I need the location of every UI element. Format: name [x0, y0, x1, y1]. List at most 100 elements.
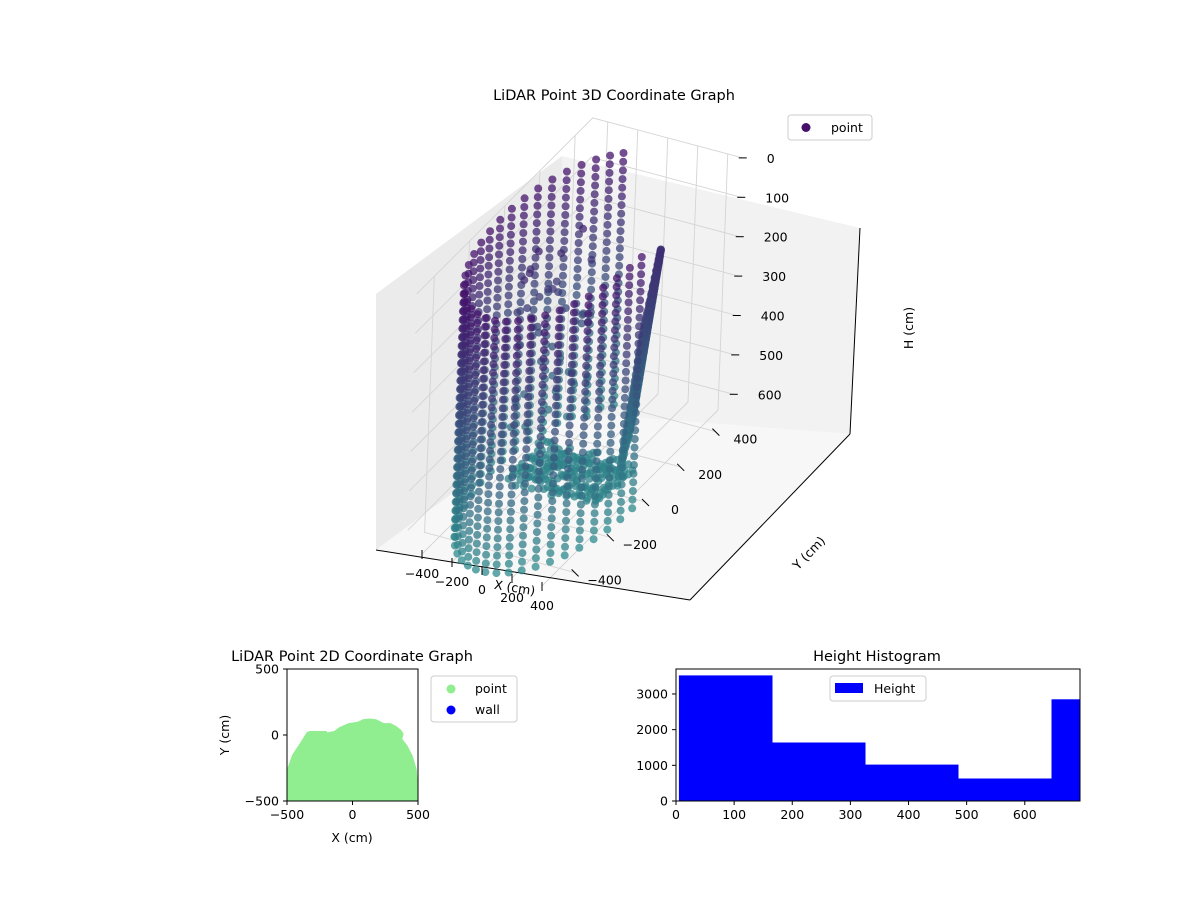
data-point	[606, 447, 615, 456]
data-point	[560, 237, 569, 245]
data-point	[508, 455, 517, 464]
data-point	[637, 270, 646, 279]
data-point	[508, 473, 517, 482]
data-point	[520, 194, 529, 203]
data-point	[582, 353, 591, 362]
data-point	[630, 435, 639, 443]
data-point	[529, 305, 538, 314]
data-point	[547, 210, 555, 219]
data-point	[624, 298, 633, 307]
data-point	[549, 462, 558, 471]
data-point	[493, 302, 501, 311]
data-point	[486, 438, 495, 447]
data-point	[466, 339, 474, 348]
data-point	[564, 447, 573, 456]
data-point	[511, 386, 520, 395]
data-point	[634, 331, 643, 339]
grid-line-x	[481, 137, 669, 571]
data-point	[531, 253, 540, 262]
chart-2d-title: LiDAR Point 2D Coordinate Graph	[231, 649, 473, 665]
data-point	[507, 204, 516, 213]
data-point	[535, 450, 544, 459]
data-point	[467, 304, 476, 313]
data-point	[520, 203, 529, 211]
data-point	[560, 219, 569, 228]
data-point	[480, 331, 489, 340]
data-point	[512, 360, 521, 369]
data-point	[616, 515, 625, 524]
data-point	[591, 483, 600, 492]
data-point	[503, 308, 512, 317]
histogram-bar	[678, 675, 773, 801]
data-point	[591, 164, 600, 173]
data-point	[618, 183, 627, 192]
data-point	[524, 384, 533, 393]
data-point	[544, 405, 553, 414]
data-point	[471, 362, 480, 371]
data-point	[653, 260, 662, 269]
data-point	[575, 204, 584, 213]
data-point	[520, 488, 529, 497]
data-point	[482, 542, 491, 551]
data-point	[493, 285, 502, 294]
data-point	[587, 255, 596, 264]
data-point	[527, 484, 536, 493]
data-point	[609, 360, 618, 369]
data-point	[513, 308, 522, 317]
data-point	[530, 288, 539, 297]
data-point	[494, 259, 503, 268]
x-tick-label-hist: 500	[955, 807, 979, 822]
data-point	[555, 315, 564, 324]
data-point	[518, 246, 527, 255]
data-point	[616, 227, 625, 236]
data-point	[588, 242, 597, 251]
data-point	[539, 354, 548, 363]
data-point	[597, 327, 606, 336]
data-point	[622, 350, 631, 359]
data-point	[479, 357, 488, 366]
data-point	[534, 476, 543, 485]
data-point	[522, 445, 531, 454]
data-point	[603, 229, 612, 238]
data-point	[623, 324, 632, 333]
data-point	[517, 289, 525, 298]
data-point	[532, 545, 541, 554]
data-point	[484, 490, 493, 499]
data-point	[479, 374, 488, 383]
legend-2d: point wall	[430, 675, 518, 723]
data-point	[583, 327, 592, 336]
data-point	[506, 516, 515, 525]
data-point	[580, 405, 589, 414]
data-point	[621, 385, 630, 394]
data-point	[629, 469, 638, 478]
data-point	[625, 263, 634, 272]
data-point	[466, 313, 475, 322]
data-point	[616, 506, 625, 515]
data-point	[476, 273, 484, 282]
data-point	[494, 508, 503, 517]
data-point	[567, 369, 576, 378]
data-point	[618, 166, 627, 175]
data-point	[563, 482, 572, 491]
data-point	[485, 235, 494, 244]
data-point	[573, 256, 582, 265]
data-point	[507, 481, 516, 490]
data-point	[493, 534, 502, 543]
data-point	[474, 487, 483, 496]
data-point	[635, 305, 644, 313]
data-point	[520, 497, 529, 506]
data-point	[591, 491, 600, 500]
data-point	[481, 568, 490, 577]
data-point	[594, 396, 603, 405]
data-point	[509, 447, 518, 456]
data-point	[580, 396, 589, 405]
y-tick	[676, 463, 685, 472]
data-point	[534, 493, 543, 502]
data-point	[598, 301, 607, 310]
data-point	[483, 516, 492, 525]
data-point	[647, 290, 655, 299]
data-point	[573, 265, 582, 273]
data-point	[574, 230, 583, 239]
data-point	[480, 348, 489, 357]
